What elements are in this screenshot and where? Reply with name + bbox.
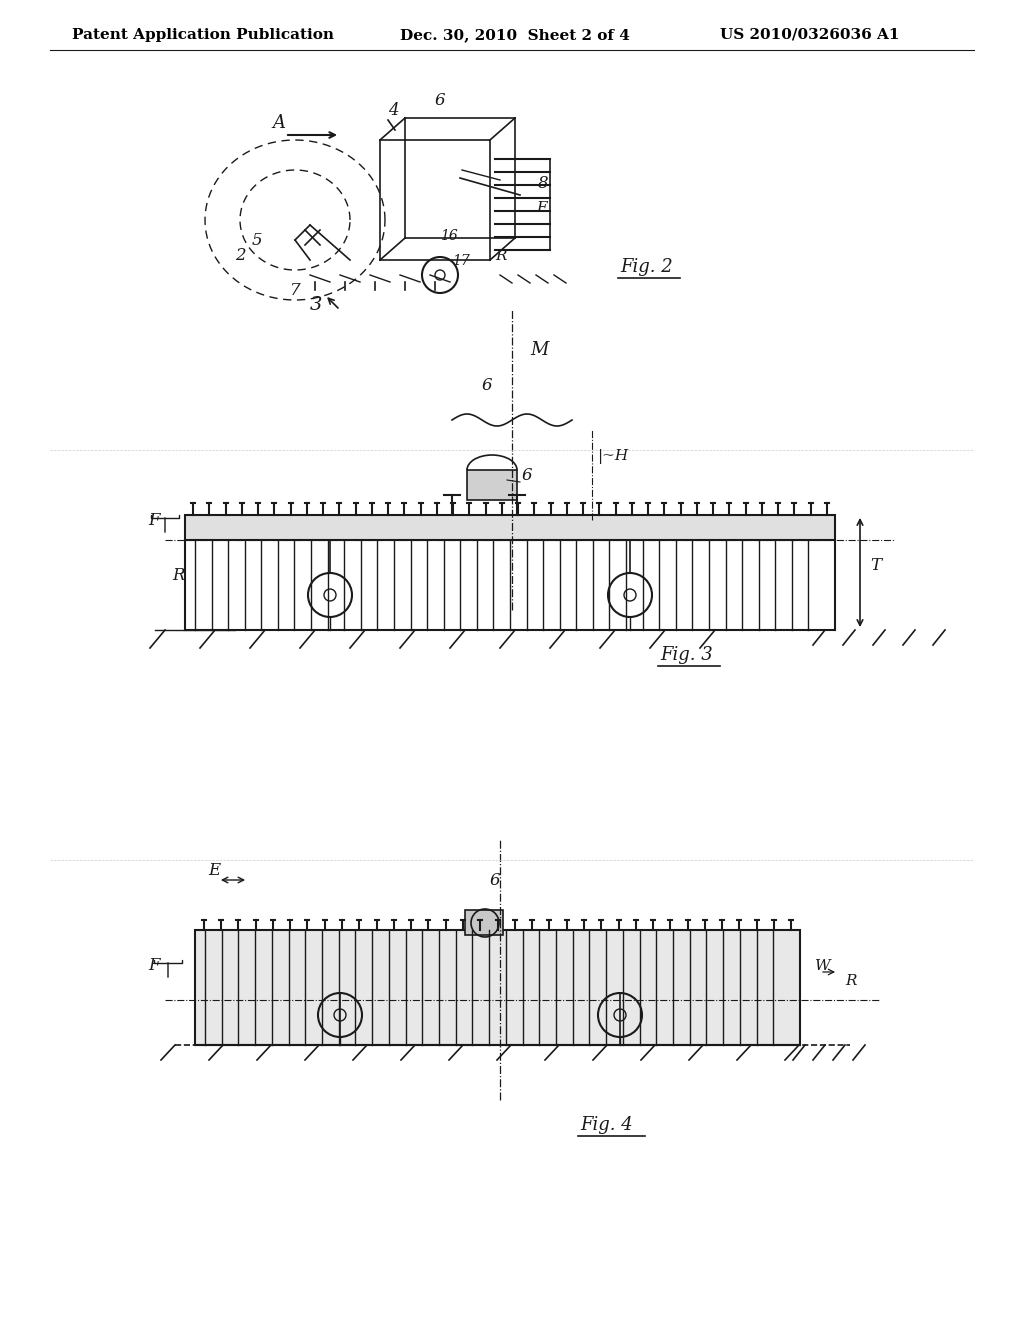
Text: 6: 6 (435, 92, 445, 110)
Text: M: M (530, 341, 549, 359)
Text: Fig. 4: Fig. 4 (580, 1115, 633, 1134)
Text: E: E (208, 862, 220, 879)
Bar (465, 909, 503, 935)
Text: 17: 17 (452, 253, 470, 268)
Text: Fig. 2: Fig. 2 (620, 257, 673, 276)
Text: R: R (495, 249, 507, 263)
Text: A: A (272, 114, 285, 132)
Text: |~H: |~H (597, 449, 628, 465)
Text: F: F (536, 201, 547, 215)
Text: F: F (148, 957, 160, 974)
Text: 2: 2 (234, 247, 246, 264)
Text: T: T (870, 557, 881, 574)
Text: W: W (815, 960, 830, 973)
Text: 16: 16 (440, 228, 458, 243)
Text: 7: 7 (290, 282, 301, 300)
Text: 4: 4 (388, 102, 398, 119)
Text: 3: 3 (310, 296, 323, 314)
Text: 6: 6 (482, 378, 493, 393)
Text: 8: 8 (538, 176, 549, 191)
Bar (467, 470, 517, 500)
Text: R: R (172, 568, 184, 583)
Text: R: R (845, 974, 856, 987)
Text: Fig. 3: Fig. 3 (660, 645, 713, 664)
Text: Patent Application Publication: Patent Application Publication (72, 28, 334, 42)
Text: 6: 6 (522, 467, 532, 484)
Text: Dec. 30, 2010  Sheet 2 of 4: Dec. 30, 2010 Sheet 2 of 4 (400, 28, 630, 42)
Bar (195, 931, 800, 1045)
Bar (185, 515, 835, 540)
Text: 6: 6 (490, 873, 501, 888)
Text: F: F (148, 512, 160, 529)
Text: 5: 5 (252, 232, 262, 249)
Text: US 2010/0326036 A1: US 2010/0326036 A1 (720, 28, 899, 42)
